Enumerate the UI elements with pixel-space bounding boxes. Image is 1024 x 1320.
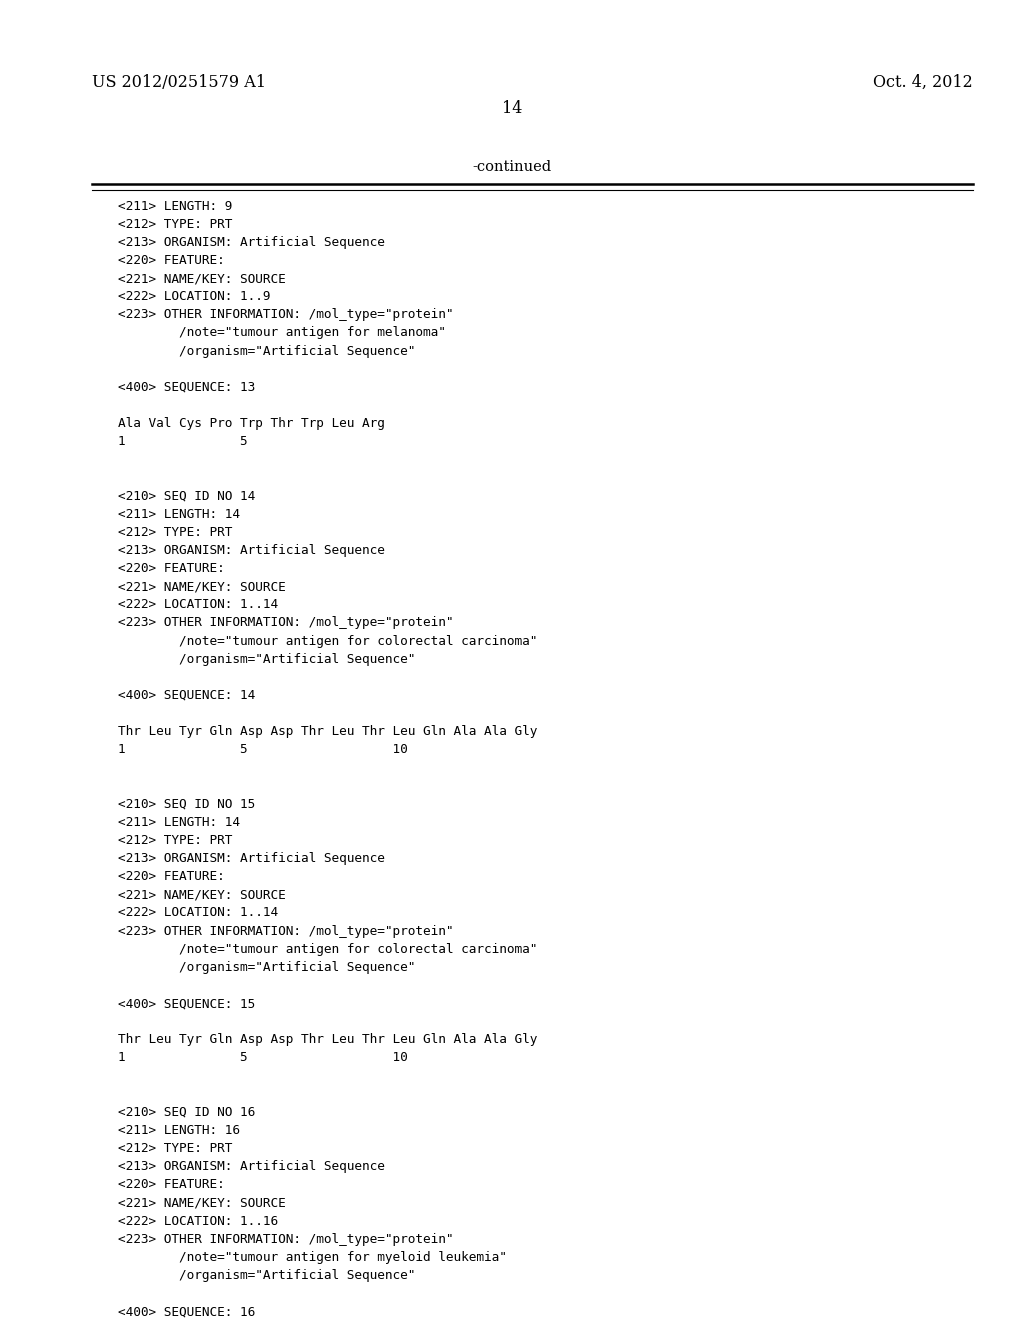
Text: <222> LOCATION: 1..14: <222> LOCATION: 1..14	[118, 598, 278, 611]
Text: <213> ORGANISM: Artificial Sequence: <213> ORGANISM: Artificial Sequence	[118, 236, 385, 249]
Text: <220> FEATURE:: <220> FEATURE:	[118, 253, 224, 267]
Text: <211> LENGTH: 14: <211> LENGTH: 14	[118, 816, 240, 829]
Text: -continued: -continued	[472, 160, 552, 174]
Text: <221> NAME/KEY: SOURCE: <221> NAME/KEY: SOURCE	[118, 888, 286, 902]
Text: <221> NAME/KEY: SOURCE: <221> NAME/KEY: SOURCE	[118, 1196, 286, 1209]
Text: 1               5                   10: 1 5 10	[118, 743, 408, 756]
Text: <210> SEQ ID NO 15: <210> SEQ ID NO 15	[118, 797, 255, 810]
Text: <222> LOCATION: 1..16: <222> LOCATION: 1..16	[118, 1214, 278, 1228]
Text: /note="tumour antigen for colorectal carcinoma": /note="tumour antigen for colorectal car…	[118, 635, 538, 648]
Text: /organism="Artificial Sequence": /organism="Artificial Sequence"	[118, 652, 415, 665]
Text: <213> ORGANISM: Artificial Sequence: <213> ORGANISM: Artificial Sequence	[118, 544, 385, 557]
Text: <221> NAME/KEY: SOURCE: <221> NAME/KEY: SOURCE	[118, 581, 286, 593]
Text: /organism="Artificial Sequence": /organism="Artificial Sequence"	[118, 961, 415, 974]
Text: <212> TYPE: PRT: <212> TYPE: PRT	[118, 834, 232, 847]
Text: Thr Leu Tyr Gln Asp Asp Thr Leu Thr Leu Gln Ala Ala Gly: Thr Leu Tyr Gln Asp Asp Thr Leu Thr Leu …	[118, 1034, 538, 1047]
Text: <212> TYPE: PRT: <212> TYPE: PRT	[118, 218, 232, 231]
Text: <222> LOCATION: 1..9: <222> LOCATION: 1..9	[118, 290, 270, 304]
Text: <212> TYPE: PRT: <212> TYPE: PRT	[118, 1142, 232, 1155]
Text: <223> OTHER INFORMATION: /mol_type="protein": <223> OTHER INFORMATION: /mol_type="prot…	[118, 924, 454, 937]
Text: /organism="Artificial Sequence": /organism="Artificial Sequence"	[118, 1269, 415, 1282]
Text: Thr Leu Tyr Gln Asp Asp Thr Leu Thr Leu Gln Ala Ala Gly: Thr Leu Tyr Gln Asp Asp Thr Leu Thr Leu …	[118, 725, 538, 738]
Text: <210> SEQ ID NO 14: <210> SEQ ID NO 14	[118, 490, 255, 503]
Text: <223> OTHER INFORMATION: /mol_type="protein": <223> OTHER INFORMATION: /mol_type="prot…	[118, 309, 454, 321]
Text: 14: 14	[502, 100, 522, 116]
Text: <213> ORGANISM: Artificial Sequence: <213> ORGANISM: Artificial Sequence	[118, 1160, 385, 1173]
Text: <211> LENGTH: 14: <211> LENGTH: 14	[118, 508, 240, 520]
Text: US 2012/0251579 A1: US 2012/0251579 A1	[92, 74, 266, 91]
Text: /note="tumour antigen for melanoma": /note="tumour antigen for melanoma"	[118, 326, 445, 339]
Text: /note="tumour antigen for myeloid leukemia": /note="tumour antigen for myeloid leukem…	[118, 1251, 507, 1263]
Text: <211> LENGTH: 16: <211> LENGTH: 16	[118, 1123, 240, 1137]
Text: <400> SEQUENCE: 16: <400> SEQUENCE: 16	[118, 1305, 255, 1319]
Text: /organism="Artificial Sequence": /organism="Artificial Sequence"	[118, 345, 415, 358]
Text: <400> SEQUENCE: 14: <400> SEQUENCE: 14	[118, 689, 255, 702]
Text: <400> SEQUENCE: 13: <400> SEQUENCE: 13	[118, 381, 255, 393]
Text: <220> FEATURE:: <220> FEATURE:	[118, 1179, 224, 1191]
Text: Ala Val Cys Pro Trp Thr Trp Leu Arg: Ala Val Cys Pro Trp Thr Trp Leu Arg	[118, 417, 385, 430]
Text: <400> SEQUENCE: 15: <400> SEQUENCE: 15	[118, 997, 255, 1010]
Text: <220> FEATURE:: <220> FEATURE:	[118, 870, 224, 883]
Text: 1               5                   10: 1 5 10	[118, 1052, 408, 1064]
Text: <223> OTHER INFORMATION: /mol_type="protein": <223> OTHER INFORMATION: /mol_type="prot…	[118, 1233, 454, 1246]
Text: /note="tumour antigen for colorectal carcinoma": /note="tumour antigen for colorectal car…	[118, 942, 538, 956]
Text: <220> FEATURE:: <220> FEATURE:	[118, 562, 224, 576]
Text: <221> NAME/KEY: SOURCE: <221> NAME/KEY: SOURCE	[118, 272, 286, 285]
Text: <210> SEQ ID NO 16: <210> SEQ ID NO 16	[118, 1106, 255, 1119]
Text: 1               5: 1 5	[118, 436, 248, 449]
Text: Oct. 4, 2012: Oct. 4, 2012	[873, 74, 973, 91]
Text: <212> TYPE: PRT: <212> TYPE: PRT	[118, 525, 232, 539]
Text: <222> LOCATION: 1..14: <222> LOCATION: 1..14	[118, 907, 278, 920]
Text: <223> OTHER INFORMATION: /mol_type="protein": <223> OTHER INFORMATION: /mol_type="prot…	[118, 616, 454, 630]
Text: <211> LENGTH: 9: <211> LENGTH: 9	[118, 199, 232, 213]
Text: <213> ORGANISM: Artificial Sequence: <213> ORGANISM: Artificial Sequence	[118, 853, 385, 865]
